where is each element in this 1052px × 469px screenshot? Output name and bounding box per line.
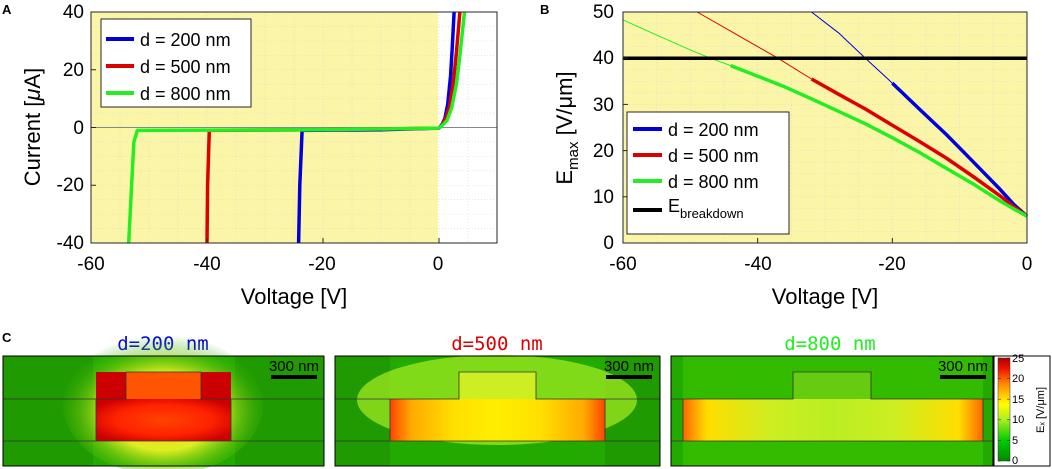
- device-outline-top-d500: [335, 371, 660, 400]
- heatmap-body-d800: [683, 399, 983, 441]
- x-tick-b: -40: [744, 254, 771, 275]
- colorbar-label: Eₓ [V/μm]: [1035, 387, 1047, 433]
- colorbar-tick-label: 0: [1012, 455, 1018, 467]
- panel-c: C d=200 nm d=500 nm d=800 nm 300 nm: [2, 330, 1051, 469]
- x-tick-a: 0: [433, 254, 444, 275]
- series-line-thin-d-800-nm: [622, 19, 731, 67]
- legend-label-b-d500: d = 500 nm: [668, 146, 759, 166]
- colorbar-tick-label: 25: [1012, 353, 1024, 365]
- heatmap-title-d500: d=500 nm: [451, 333, 543, 355]
- grid-b: [622, 11, 1028, 244]
- legend-label-breakdown: Ebreakdown: [668, 196, 744, 221]
- heatmap-bg-left-d800: [671, 356, 683, 466]
- series-line-d-500-nm: [810, 77, 1029, 218]
- y-tick-b: 20: [593, 141, 614, 162]
- y-tick-a: 0: [73, 118, 84, 139]
- scalebar-label-d200: 300 nm: [269, 358, 319, 375]
- x-tick-a: -60: [77, 254, 104, 275]
- heatmap-ridge-d800: [793, 372, 871, 399]
- ticks-a: [90, 11, 440, 244]
- legend-label-d200: d = 200 nm: [140, 30, 231, 50]
- legend-b: d = 200 nm d = 500 nm d = 800 nm Ebreakd…: [626, 111, 790, 235]
- heatmap-d800: 300 nm: [670, 355, 994, 467]
- heatmap-corner-right-d200: [201, 372, 231, 399]
- heatmap-body-d500: [390, 399, 605, 441]
- legend-label-b-d200: d = 200 nm: [668, 120, 759, 140]
- x-tick-b: -20: [878, 254, 905, 275]
- series-group-a: [126, 11, 467, 244]
- y-tick-b: 50: [593, 2, 614, 23]
- scalebar-label-d500: 300 nm: [604, 358, 654, 375]
- y-tick-b: 30: [593, 95, 614, 116]
- device-outline-top-d800: [671, 371, 993, 400]
- heatmap-ridge-d200: [126, 372, 201, 399]
- x-tick-b: 0: [1022, 254, 1033, 275]
- legend-label-d500: d = 500 nm: [140, 57, 231, 77]
- heatmap-ridge-d500: [459, 372, 536, 399]
- legend-label-b-d800: d = 800 nm: [668, 172, 759, 192]
- series-line-thin-d-500-nm: [696, 11, 812, 80]
- y-tick-b: 0: [603, 233, 614, 254]
- x-tick-a: -40: [193, 254, 220, 275]
- series-line-d-800-nm: [730, 63, 1028, 218]
- heatmap-body-d200: [96, 399, 231, 441]
- x-tick-b: -60: [609, 254, 636, 275]
- series-line-thin-d-200-nm: [811, 11, 893, 84]
- x-axis-label-a: Voltage [V]: [241, 284, 347, 309]
- colorbar-tick-label: 5: [1012, 435, 1018, 447]
- heatmap-title-d800: d=800 nm: [784, 333, 876, 355]
- x-axis-label-b: Voltage [V]: [772, 284, 878, 309]
- panel-a: A -40 -20 0 20 40 -60 -40 -20 0 Voltage …: [2, 2, 498, 309]
- y-tick-a: 20: [63, 60, 84, 81]
- y-tick-b: 10: [593, 187, 614, 208]
- panel-label-c: C: [2, 330, 12, 345]
- x-tick-a: -20: [308, 254, 335, 275]
- y-tick-a: -20: [57, 175, 84, 196]
- series-line-d-800-nm: [126, 11, 467, 244]
- y-axis-label-b: Emax [V/μm]: [552, 71, 582, 184]
- legend-label-d800: d = 800 nm: [140, 84, 231, 104]
- panel-b: B 0 10 20 30 40 50 -60 -40 -20 0 Voltage…: [540, 2, 1032, 309]
- panel-label-b: B: [540, 2, 549, 17]
- colorbar-tick-label: 10: [1012, 414, 1024, 426]
- colorbar-tick-label: 15: [1012, 394, 1024, 406]
- y-tick-a: 40: [63, 2, 84, 23]
- colorbar-tick-label: 20: [1012, 373, 1024, 385]
- y-axis-label-a: Current [μA]: [20, 68, 45, 186]
- heatmap-d200: 300 nm: [2, 335, 325, 469]
- colorbar-gradient: [997, 357, 1011, 462]
- colorbar: 0 5 10 15 20 25 Eₓ [V/μm]: [993, 353, 1051, 467]
- y-tick-b: 40: [593, 48, 614, 69]
- scalebar-label-d800: 300 nm: [938, 358, 988, 375]
- colorbar-ticks: [998, 357, 1010, 462]
- y-tick-a: -40: [57, 233, 84, 254]
- legend-a: d = 200 nm d = 500 nm d = 800 nm: [100, 18, 252, 108]
- heatmap-frame-d800: [670, 355, 994, 467]
- legend-box-b: [626, 111, 790, 235]
- heatmap-frame-d500: [334, 355, 661, 467]
- panel-label-a: A: [2, 2, 12, 17]
- device-outline-top-d200: [3, 371, 324, 400]
- heatmap-corner-left-d200: [96, 372, 126, 399]
- heatmap-frame-d200: [2, 355, 325, 467]
- series-line-d-200-nm: [891, 81, 1029, 218]
- heatmap-d500: 300 nm: [334, 355, 661, 467]
- series-group-b: [622, 11, 1029, 218]
- axes-box-b: [622, 11, 1028, 244]
- heatmap-bg-right-d800: [983, 356, 993, 466]
